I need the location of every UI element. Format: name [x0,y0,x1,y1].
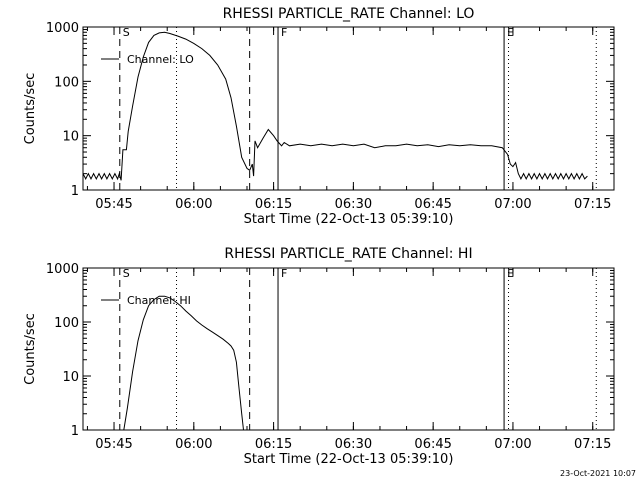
x-tick-label: 06:00 [175,437,212,452]
x-tick-label: 06:00 [175,197,212,212]
event-marker-label: F [281,267,287,280]
x-tick-label: 06:15 [255,437,292,452]
x-tick-label: 07:15 [574,437,611,452]
legend-entry: Channel: HI [127,294,191,307]
y-axis-label: Counts/sec [23,313,38,385]
chart-panel-lo: RHESSI PARTICLE_RATE Channel: LO 1 10 100 10… [23,6,615,227]
y-tick-label: 100 [54,316,79,331]
y-axis-label: Counts/sec [23,73,38,145]
x-tick-label: 06:30 [335,437,372,452]
x-tick-label: 06:45 [414,197,451,212]
x-tick-label: 05:45 [95,437,132,452]
data-series-line [82,31,588,181]
x-axis-label: Start Time (22-Oct-13 05:39:10) [244,212,454,227]
x-axis-label: Start Time (22-Oct-13 05:39:10) [244,452,454,467]
data-series-line [123,295,244,431]
plot-frame [82,26,615,191]
y-tick-label: 1000 [46,262,79,277]
legend-entry: Channel: LO [127,53,194,66]
x-tick-label: 07:15 [574,197,611,212]
chart-title: RHESSI PARTICLE_RATE Channel: HI [224,246,472,262]
event-marker-label: S [123,267,130,280]
event-marker-label: F [281,26,287,39]
event-marker-label: S [123,26,130,39]
y-tick-label: 100 [54,75,79,90]
x-tick-label: 06:30 [335,197,372,212]
x-tick-label: 07:00 [494,197,531,212]
chart-title: RHESSI PARTICLE_RATE Channel: LO [223,6,475,22]
event-marker-label: E [507,267,514,280]
y-tick-label: 1 [71,424,79,439]
y-tick-label: 1 [71,184,79,199]
x-tick-label: 05:45 [95,197,132,212]
y-tick-label: 1000 [46,21,79,36]
plot-frame [82,267,615,431]
footer-timestamp: 23-Oct-2021 10:07 [560,469,636,478]
chart-panel-hi: RHESSI PARTICLE_RATE Channel: HI 1 10 100 10… [23,246,615,467]
event-marker-label: E [507,26,514,39]
y-tick-label: 10 [62,130,79,145]
x-tick-label: 06:15 [255,197,292,212]
x-tick-label: 06:45 [414,437,451,452]
x-tick-label: 07:00 [494,437,531,452]
y-tick-label: 10 [62,370,79,385]
